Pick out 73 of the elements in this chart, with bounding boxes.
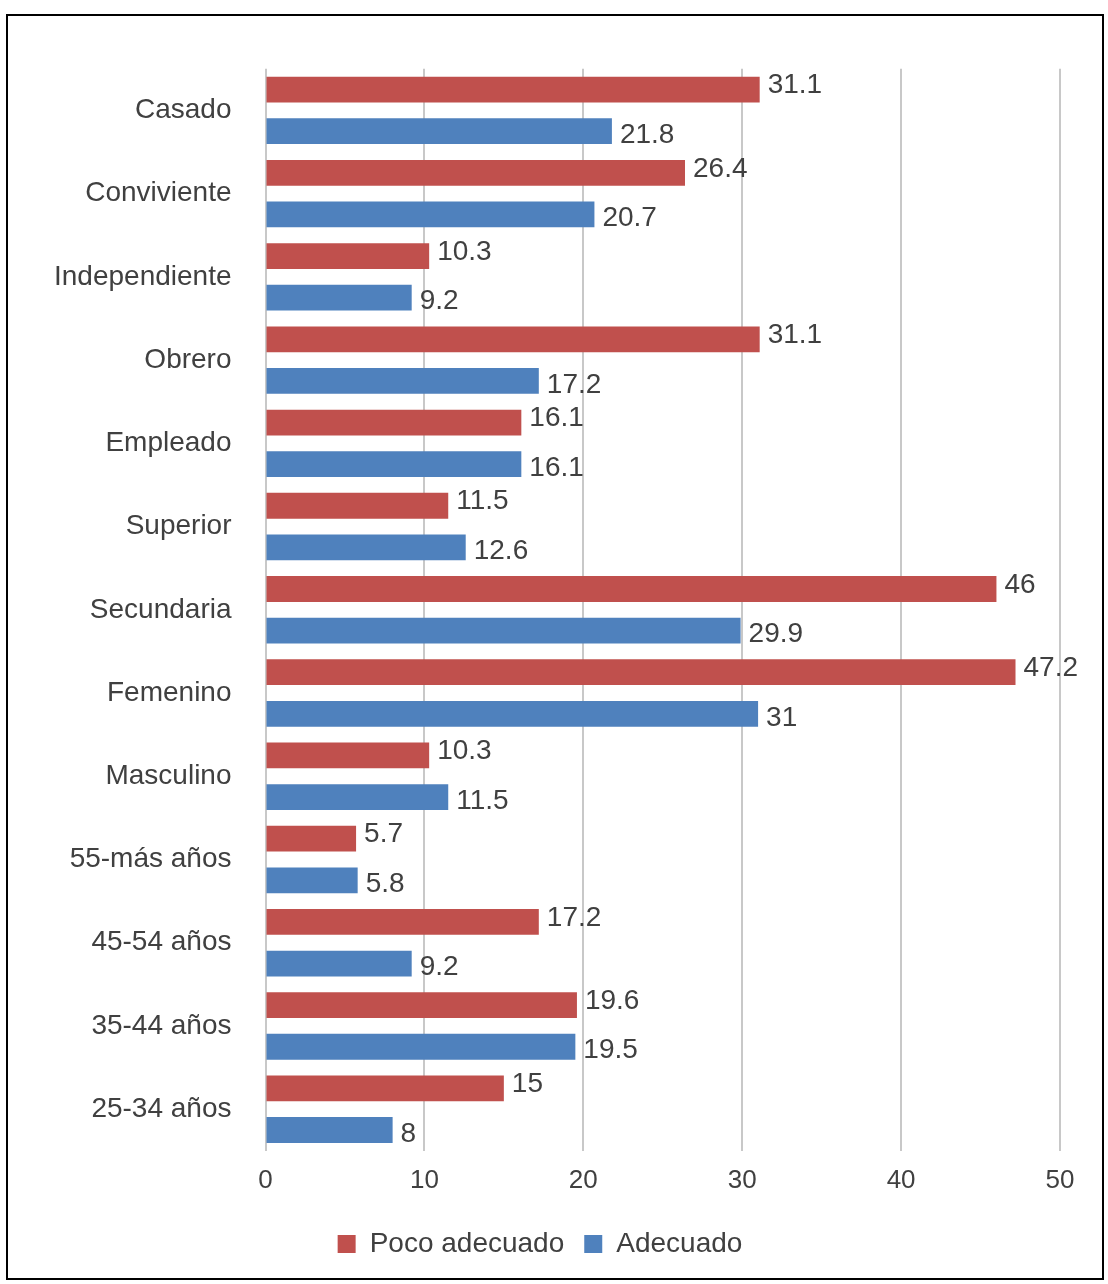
y-tick-label: Masculino bbox=[105, 758, 232, 790]
data-label: 17.2 bbox=[546, 900, 602, 932]
x-tick-label: 50 bbox=[1045, 1163, 1075, 1194]
legend-label: Adecuado bbox=[616, 1226, 743, 1258]
x-tick-label: 40 bbox=[886, 1163, 916, 1194]
y-tick-label: Superior bbox=[125, 509, 232, 541]
data-label: 10.3 bbox=[437, 234, 492, 266]
x-tick-label: 0 bbox=[258, 1163, 273, 1194]
data-label: 16.1 bbox=[529, 401, 584, 433]
data-label: 12.6 bbox=[473, 534, 529, 566]
bar bbox=[266, 326, 760, 353]
data-label: 20.7 bbox=[602, 201, 657, 233]
y-tick-label: Conviviente bbox=[85, 176, 232, 208]
data-label: 8 bbox=[400, 1116, 417, 1148]
data-label: 9.2 bbox=[419, 950, 459, 982]
bar bbox=[266, 742, 430, 769]
y-tick-label: Obrero bbox=[144, 342, 232, 374]
bar bbox=[266, 492, 449, 519]
bar bbox=[266, 992, 577, 1019]
bar bbox=[266, 867, 358, 894]
bar bbox=[266, 159, 685, 186]
y-tick-label: 45-54 años bbox=[91, 925, 232, 957]
bar bbox=[266, 1117, 393, 1143]
data-label: 47.2 bbox=[1023, 650, 1079, 682]
y-tick-label: Femenino bbox=[106, 675, 232, 707]
x-tick-label: 20 bbox=[568, 1163, 598, 1194]
y-tick-label: Empleado bbox=[105, 426, 232, 458]
y-tick-label: Casado bbox=[134, 93, 232, 125]
bar bbox=[266, 784, 449, 810]
data-label: 46 bbox=[1004, 567, 1036, 599]
y-tick-label: 25-34 años bbox=[91, 1091, 232, 1123]
bar bbox=[266, 243, 430, 269]
bar bbox=[266, 950, 412, 977]
bar bbox=[266, 409, 522, 436]
data-label: 16.1 bbox=[529, 450, 584, 482]
x-tick-label: 10 bbox=[409, 1163, 439, 1194]
data-label: 31.1 bbox=[767, 318, 823, 350]
y-tick-label: Secundaria bbox=[89, 592, 232, 624]
data-label: 31 bbox=[766, 700, 798, 732]
bar bbox=[266, 909, 539, 935]
data-label: 15 bbox=[511, 1067, 544, 1099]
data-label: 10.3 bbox=[437, 734, 492, 766]
x-tick-label: 30 bbox=[727, 1163, 757, 1194]
bar bbox=[266, 1033, 576, 1060]
bar bbox=[266, 617, 741, 644]
data-label: 5.7 bbox=[364, 817, 404, 849]
bar bbox=[266, 284, 412, 311]
data-label: 26.4 bbox=[693, 151, 748, 183]
data-label: 17.2 bbox=[546, 367, 602, 399]
bar bbox=[266, 825, 357, 852]
bar bbox=[266, 201, 595, 228]
y-tick-label: 35-44 años bbox=[91, 1008, 232, 1040]
data-label: 9.2 bbox=[419, 284, 459, 316]
legend-label: Poco adecuado bbox=[369, 1226, 565, 1258]
data-label: 29.9 bbox=[748, 617, 804, 649]
bar bbox=[266, 76, 760, 103]
data-label: 11.5 bbox=[456, 783, 509, 815]
bar bbox=[266, 451, 522, 478]
bar bbox=[266, 700, 759, 727]
bar bbox=[266, 659, 1016, 686]
data-label: 19.5 bbox=[583, 1033, 638, 1065]
bar bbox=[266, 118, 612, 145]
bar bbox=[266, 1075, 504, 1102]
bar bbox=[266, 576, 997, 602]
bar bbox=[266, 534, 466, 561]
bar bbox=[266, 368, 539, 394]
data-label: 11.5 bbox=[456, 484, 509, 516]
data-label: 19.6 bbox=[584, 983, 640, 1015]
data-label: 31.1 bbox=[767, 68, 823, 100]
data-label: 21.8 bbox=[619, 117, 675, 149]
y-tick-label: 55-más años bbox=[69, 842, 232, 874]
data-label: 5.8 bbox=[365, 867, 405, 899]
y-tick-label: Independiente bbox=[53, 259, 232, 291]
